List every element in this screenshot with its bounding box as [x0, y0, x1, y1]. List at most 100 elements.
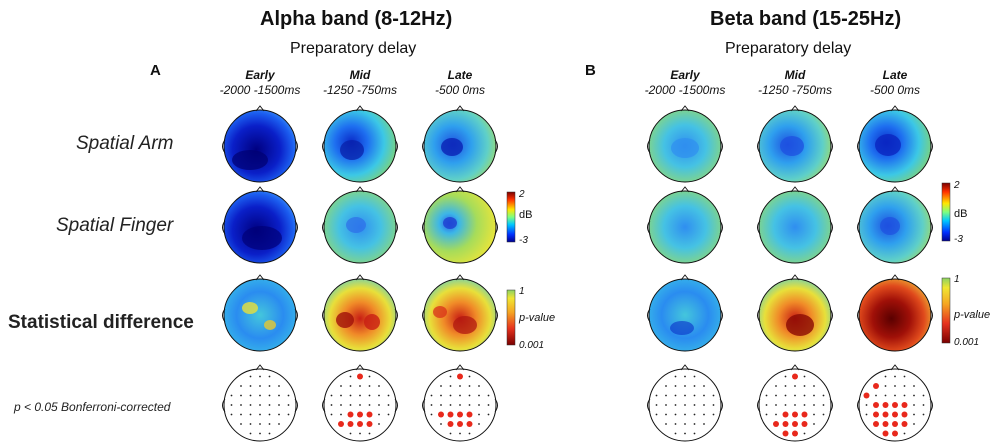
- electrode: [268, 394, 271, 397]
- topo-b-bonf-early: [647, 364, 723, 442]
- electrode: [803, 394, 806, 397]
- significant-electrode: [338, 421, 344, 427]
- electrode: [478, 385, 480, 387]
- electrode: [674, 375, 677, 378]
- electrode: [459, 432, 461, 435]
- significant-electrode: [366, 411, 373, 418]
- electrode: [468, 394, 471, 397]
- electrode: [340, 394, 342, 397]
- electrode: [487, 413, 490, 416]
- electrode: [440, 423, 442, 425]
- significant-electrode: [782, 421, 789, 427]
- electrode: [449, 394, 452, 397]
- electrode: [865, 404, 868, 406]
- electrode: [775, 404, 777, 406]
- significant-electrode: [901, 402, 908, 408]
- cb-a-power-max: 2: [519, 189, 525, 200]
- col-range: -1250 -750ms: [322, 83, 398, 97]
- electrode: [240, 394, 242, 397]
- col-name: Mid: [349, 68, 371, 82]
- electrode: [693, 413, 696, 416]
- electrode: [240, 423, 242, 425]
- cb-b-power-max: 2: [954, 180, 960, 191]
- topo-b-bonf-mid: [757, 364, 833, 442]
- significant-electrode: [347, 411, 354, 418]
- electrode: [240, 404, 242, 406]
- electrode: [693, 385, 696, 387]
- panel-b-col-early: Early -2000 -1500ms: [630, 68, 740, 98]
- significant-electrode: [882, 421, 889, 427]
- col-name: Late: [447, 68, 473, 82]
- panel-b-col-mid: Mid -1250 -750ms: [740, 68, 850, 98]
- electrode: [875, 394, 877, 397]
- electrode: [884, 394, 887, 397]
- significant-electrode: [892, 411, 898, 418]
- electrode: [378, 385, 380, 387]
- cb-a-p-max: 1: [519, 286, 525, 297]
- electrode: [894, 394, 896, 397]
- col-range: -1250 -750ms: [757, 83, 833, 97]
- electrode: [674, 404, 677, 406]
- electrode: [775, 413, 777, 416]
- colorbar-power-a: [506, 191, 516, 243]
- electrode: [440, 404, 442, 406]
- topo-a-stat-late: [422, 274, 498, 352]
- electrode: [268, 385, 271, 387]
- panel-a-col-late: Late -500 0ms: [405, 68, 515, 98]
- electrode: [674, 394, 677, 397]
- electrode: [268, 423, 271, 425]
- electrode: [674, 423, 677, 425]
- electrode: [665, 413, 667, 416]
- electrode: [268, 375, 271, 378]
- electrode: [784, 385, 787, 387]
- topo-a-finger-late: [422, 186, 498, 264]
- electrode: [813, 413, 815, 416]
- cb-a-p-label: p-value: [519, 312, 556, 324]
- cb-b-p-max: 1: [954, 274, 960, 285]
- electrode: [249, 413, 252, 416]
- electrode: [775, 385, 777, 387]
- electrode: [693, 375, 696, 378]
- electrode: [459, 394, 461, 397]
- electrode: [703, 413, 705, 416]
- electrode: [449, 375, 452, 378]
- electrode: [784, 404, 787, 406]
- electrode: [249, 385, 252, 387]
- electrode: [913, 404, 915, 406]
- significant-electrode: [347, 421, 354, 427]
- electrode: [278, 404, 280, 406]
- electrode: [330, 404, 333, 406]
- electrode: [822, 394, 825, 397]
- electrode: [765, 404, 768, 406]
- significant-electrode: [873, 421, 879, 427]
- topo-a-arm-mid: [322, 105, 398, 183]
- electrode: [449, 432, 452, 435]
- electrode: [359, 394, 361, 397]
- significant-electrode: [901, 421, 908, 427]
- topo-b-arm-late: [857, 105, 933, 183]
- significant-electrode: [882, 411, 889, 418]
- electrode: [784, 394, 787, 397]
- electrode: [349, 394, 352, 397]
- col-range: -2000 -1500ms: [644, 83, 726, 97]
- electrode: [349, 432, 352, 435]
- electrode: [278, 413, 280, 416]
- electrode: [478, 423, 480, 425]
- electrode: [249, 404, 252, 406]
- panel-a-letter: A: [150, 62, 161, 79]
- electrode: [712, 394, 715, 397]
- panel-a-col-early: Early -2000 -1500ms: [205, 68, 315, 98]
- electrode: [368, 375, 371, 378]
- colorbar-p-b: [941, 277, 951, 344]
- cb-a-p-min: 0.001: [519, 340, 545, 351]
- row-label-spatial-arm: Spatial Arm: [76, 133, 174, 154]
- col-name: Mid: [784, 68, 806, 82]
- electrode: [913, 423, 915, 425]
- panel-b-title: Beta band (15-25Hz): [710, 8, 902, 30]
- electrode: [259, 385, 261, 387]
- significant-electrode: [447, 421, 454, 427]
- electrode: [240, 413, 242, 416]
- electrode: [449, 404, 452, 406]
- electrode: [903, 375, 906, 378]
